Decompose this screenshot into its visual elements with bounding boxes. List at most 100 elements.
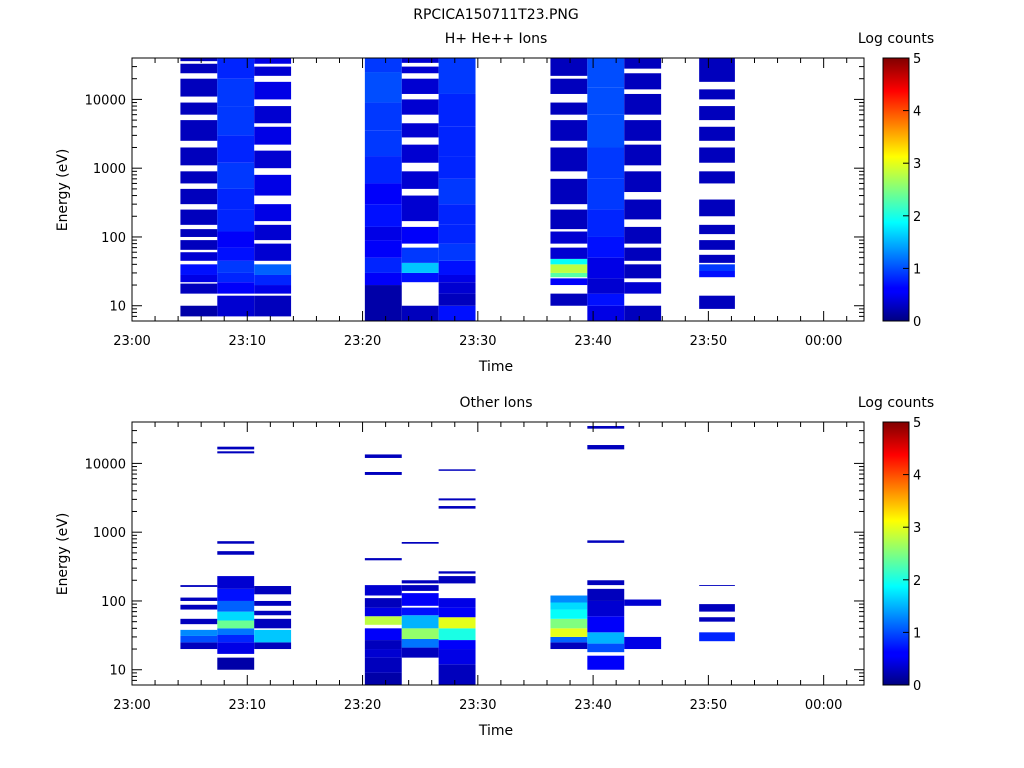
heatmap-cell (401, 580, 439, 584)
heatmap-cell (699, 58, 735, 82)
heatmap-cell (401, 195, 439, 222)
heatmap-cell (217, 588, 255, 601)
y-tick-label: 10 (109, 300, 126, 315)
heatmap-cell (401, 593, 439, 606)
heatmap-cell (624, 120, 662, 141)
figure-title: RPCICA150711T23.PNG (413, 7, 578, 23)
heatmap-cell (217, 78, 255, 107)
heatmap-cell (180, 171, 218, 184)
heatmap-cell (401, 615, 439, 629)
heatmap-cell (550, 258, 588, 265)
heatmap-cell (438, 628, 476, 641)
heatmap-cell (364, 616, 402, 625)
heatmap-cell (401, 247, 439, 263)
heatmap-cell (217, 451, 255, 454)
heatmap-cell (217, 209, 255, 232)
heatmap-cell (254, 150, 292, 169)
x-tick-label: 23:40 (574, 334, 611, 349)
heatmap-cell (624, 599, 662, 606)
heatmap-cell (587, 425, 625, 429)
colorbar-tick-label: 4 (913, 469, 921, 484)
heatmap-cell (438, 156, 476, 179)
heatmap-cell (217, 272, 255, 283)
heatmap-cell (624, 73, 662, 90)
heatmap-cell (180, 120, 218, 141)
x-tick-label: 00:00 (805, 334, 842, 349)
heatmap-cell (550, 102, 588, 115)
heatmap-cell (217, 247, 255, 261)
y-axis: 10 100 1000 10000 (85, 57, 864, 322)
heatmap-cell (550, 231, 588, 244)
heatmap-cell (364, 272, 402, 286)
heatmap-cell (217, 162, 255, 189)
heatmap-cell (364, 558, 402, 561)
heatmap-cell (699, 264, 735, 271)
heatmap-cell (217, 628, 255, 635)
heatmap-cell (254, 204, 292, 222)
heatmap-cell (438, 571, 476, 574)
heatmap-cell (180, 147, 218, 166)
heatmap-cell (550, 642, 588, 650)
heatmap-cell (550, 58, 588, 76)
heatmap-cell (587, 616, 625, 633)
colorbar-tick-label: 0 (913, 679, 921, 694)
y-tick-label: 1000 (93, 526, 126, 541)
plot-frame (131, 57, 865, 322)
y-tick-label: 10 (109, 664, 126, 679)
heatmap-cell (699, 126, 735, 141)
heatmap-cell (401, 78, 439, 94)
heatmap-cell (587, 114, 625, 148)
heatmap-cell (550, 618, 588, 629)
heatmap-cell (550, 636, 588, 643)
heatmap-cell (550, 264, 588, 273)
heatmap-cell (180, 618, 218, 625)
heatmap-cell (364, 257, 402, 273)
heatmap-cell (364, 472, 402, 475)
heatmap-cell (254, 642, 292, 650)
heatmap-cell (254, 58, 292, 64)
heatmap-cells (180, 58, 735, 321)
heatmap-cell (180, 188, 218, 205)
heatmap-cell (550, 147, 588, 172)
colorbar-tick-label: 3 (913, 521, 921, 536)
heatmap-cell (217, 231, 255, 248)
heatmap-cell (217, 642, 255, 654)
heatmap-cell (587, 178, 625, 210)
y-tick-label: 1000 (93, 162, 126, 177)
heatmap-cell (550, 628, 588, 637)
heatmap-cell (438, 93, 476, 127)
y-tick-label: 100 (101, 595, 126, 610)
heatmap-cell (438, 469, 476, 471)
heatmap-cell (401, 262, 439, 273)
heatmap-cell (438, 649, 476, 665)
heatmap-cell (254, 243, 292, 261)
heatmap-cell (217, 106, 255, 136)
heatmap-cell (254, 618, 292, 629)
colorbar-tick-label: 5 (913, 416, 921, 431)
heatmap-cell (364, 640, 402, 650)
heatmap-cell (550, 178, 588, 205)
x-axis-label: Time (478, 359, 513, 375)
heatmap-cell (550, 293, 588, 306)
heatmap-cell (217, 282, 255, 294)
heatmap-cell (587, 655, 625, 670)
heatmap-cell (624, 199, 662, 220)
heatmap-cell (364, 130, 402, 157)
colorbar (882, 57, 910, 322)
heatmap-cell (438, 126, 476, 157)
heatmap-cell (699, 271, 735, 278)
heatmap-cell (217, 635, 255, 643)
heatmap-cell (364, 285, 402, 321)
heatmap-cell (624, 93, 662, 115)
heatmap-cell (624, 636, 662, 650)
heatmap-cell (180, 283, 218, 294)
heatmap-cell (624, 247, 662, 261)
heatmap-cell (401, 607, 439, 616)
colorbar-tick-label: 5 (913, 52, 921, 67)
heatmap-cell (217, 551, 255, 555)
heatmap-cell (699, 295, 735, 309)
colorbar-tick-label: 2 (913, 210, 921, 225)
heatmap-cell (587, 278, 625, 294)
heatmap-cell (364, 58, 402, 73)
